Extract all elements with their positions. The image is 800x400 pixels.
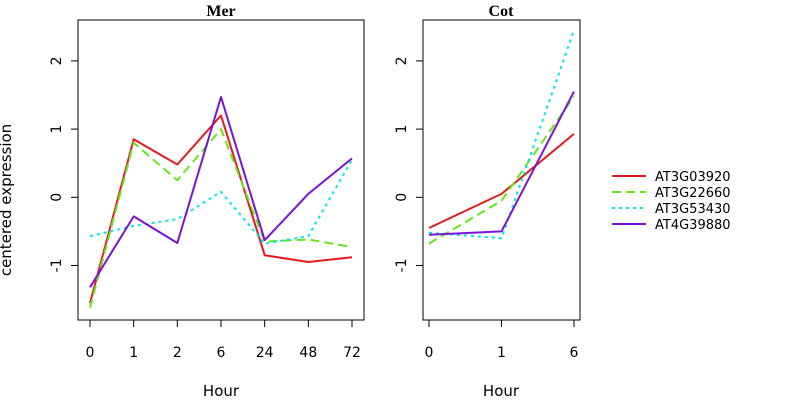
chart-panel-cot: Cot Hour 0 1 6 -1 0 1 2 [394, 3, 581, 400]
y-axis-title: centered expression [0, 124, 15, 276]
series-line-at4g39880 [428, 91, 575, 236]
y-tick-label: 1 [49, 125, 65, 134]
y-tick-label: 1 [394, 125, 410, 134]
plot-area-box [77, 19, 365, 321]
legend-label: AT3G22660 [655, 186, 731, 201]
x-axis-ticks: 0 1 6 [425, 320, 579, 361]
x-tick-label: 0 [86, 345, 95, 361]
plot-area-box [422, 19, 581, 321]
chart-panel-mer: Mer Hour 0 1 2 6 24 48 72 -1 0 1 2 [49, 3, 365, 400]
y-tick-label: -1 [394, 258, 410, 272]
y-tick-label: -1 [49, 258, 65, 272]
x-tick-label: 1 [129, 345, 138, 361]
legend-label: AT4G39880 [655, 218, 731, 233]
x-tick-label: 6 [217, 345, 226, 361]
series-line-at3g03920 [89, 114, 353, 304]
y-tick-label: 0 [49, 193, 65, 202]
series-line-at3g03920 [428, 133, 575, 229]
x-tick-label: 24 [256, 345, 274, 361]
x-tick-label: 0 [425, 345, 434, 361]
panel-title: Mer [206, 3, 235, 20]
series-line-at3g22660 [89, 128, 353, 308]
y-tick-label: 0 [394, 193, 410, 202]
x-tick-label: 48 [299, 345, 317, 361]
y-axis-ticks: -1 0 1 2 [49, 56, 78, 272]
series-line-at3g53430 [428, 29, 575, 240]
series-lines [89, 96, 353, 308]
series-lines [428, 29, 575, 245]
series-line-at4g39880 [89, 96, 353, 288]
x-tick-label: 2 [173, 345, 182, 361]
x-tick-label: 6 [570, 345, 579, 361]
x-tick-label: 72 [343, 345, 361, 361]
x-axis-title: Hour [203, 382, 240, 400]
series-line-at3g22660 [428, 95, 575, 245]
y-tick-label: 2 [394, 56, 410, 65]
x-axis-title: Hour [483, 382, 520, 400]
legend-label: AT3G03920 [655, 170, 731, 185]
legend-label: AT3G53430 [655, 202, 731, 217]
series-line-at3g53430 [89, 159, 353, 245]
y-axis-ticks: -1 0 1 2 [394, 56, 423, 272]
x-tick-label: 1 [497, 345, 506, 361]
y-tick-label: 2 [49, 56, 65, 65]
panel-title: Cot [489, 3, 515, 20]
x-axis-ticks: 0 1 2 6 24 48 72 [86, 320, 361, 361]
